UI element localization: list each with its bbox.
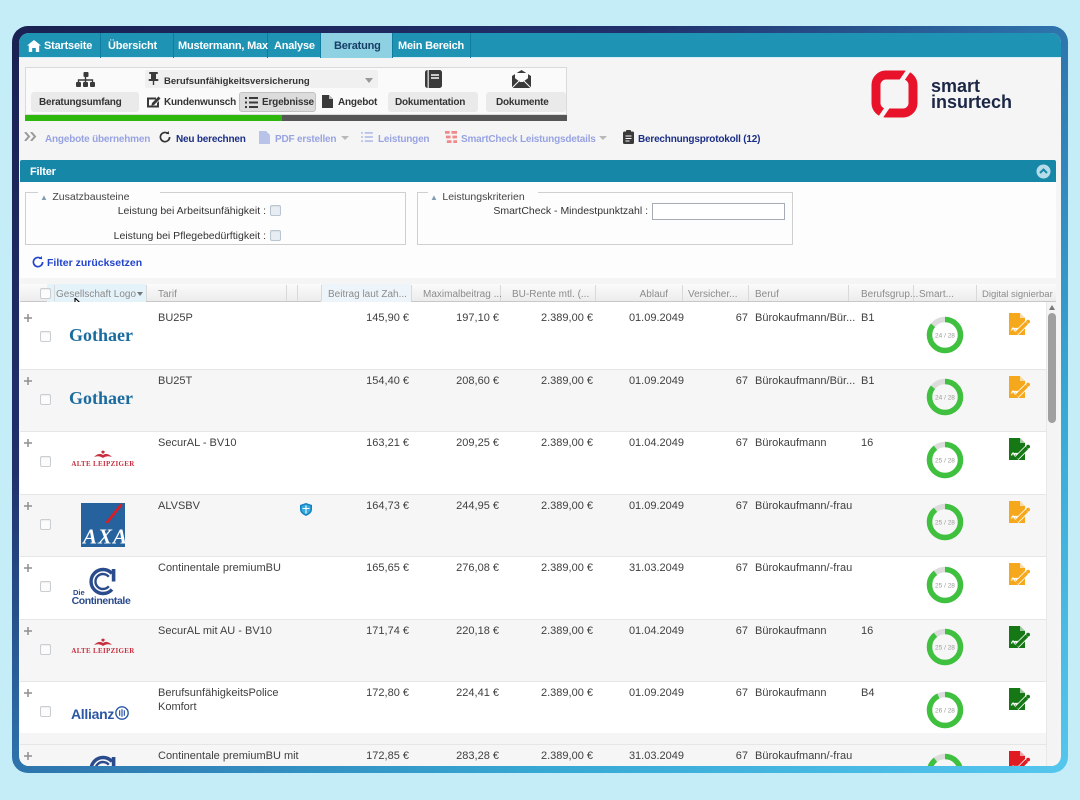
svg-text:25 / 28: 25 / 28 xyxy=(935,645,955,652)
svg-text:25 / 28: 25 / 28 xyxy=(935,582,955,589)
svg-text:25 / 28: 25 / 28 xyxy=(935,457,955,464)
svg-text:AXA: AXA xyxy=(81,524,125,547)
svg-text:26 / 28: 26 / 28 xyxy=(935,707,955,714)
svg-text:24 / 28: 24 / 28 xyxy=(935,395,955,402)
svg-text:24 / 28: 24 / 28 xyxy=(935,332,955,339)
svg-text:25 / 28: 25 / 28 xyxy=(935,520,955,527)
